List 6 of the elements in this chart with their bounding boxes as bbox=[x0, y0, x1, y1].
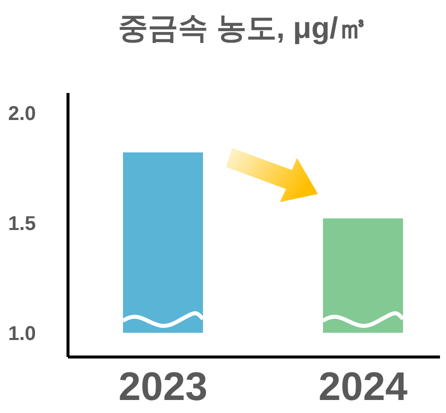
y-tick-label: 1.0 bbox=[8, 322, 36, 345]
chart-title: 중금속 농도, μg/㎥ bbox=[118, 12, 368, 45]
x-tick-label: 2023 bbox=[118, 365, 208, 409]
x-tick-label: 2024 bbox=[318, 365, 408, 409]
y-tick-label: 2.0 bbox=[8, 102, 36, 125]
y-tick-label: 1.5 bbox=[8, 212, 36, 235]
